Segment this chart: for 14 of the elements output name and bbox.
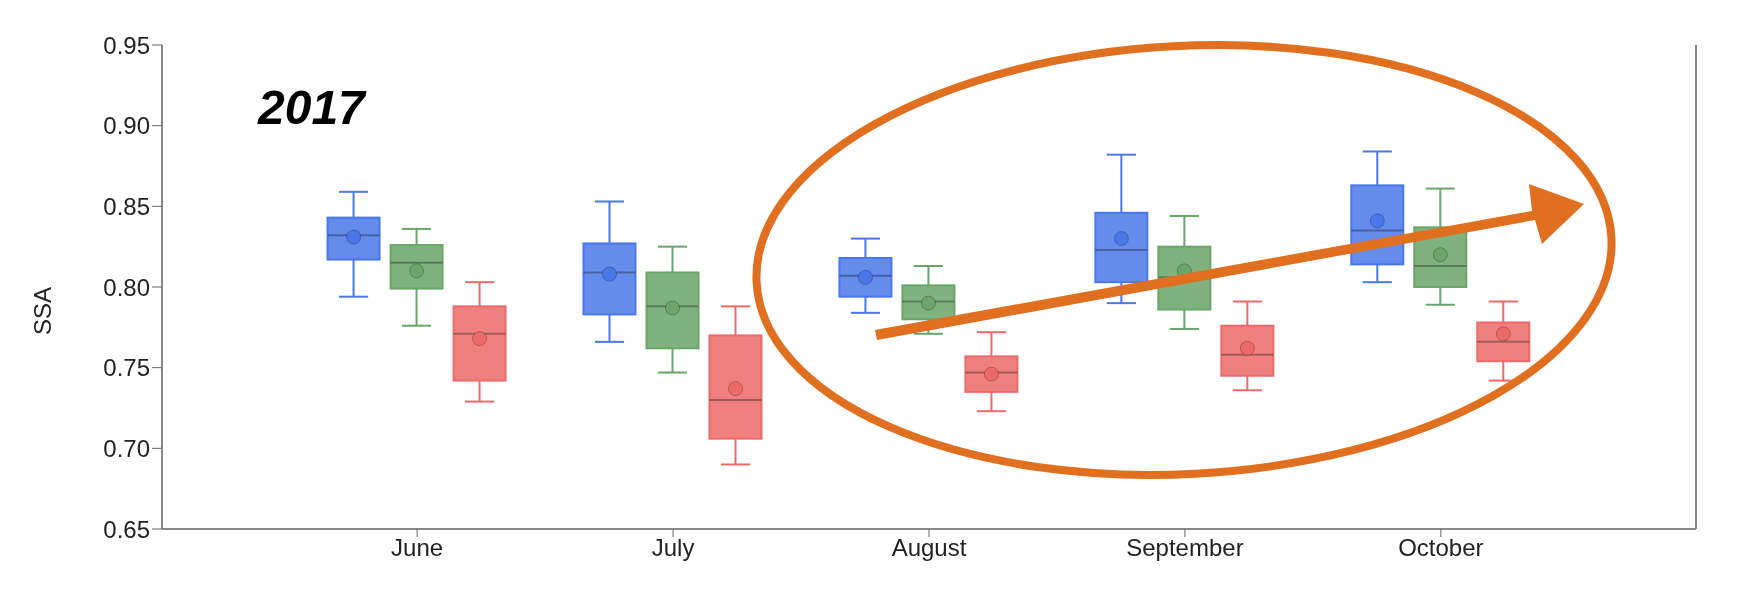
y-axis-title: SSA (28, 287, 56, 336)
x-tick-label: August (891, 534, 967, 562)
y-tick-label: 0.65 (103, 515, 150, 543)
y-tick-label: 0.75 (103, 354, 150, 382)
x-tick-label: October (1398, 534, 1484, 562)
y-tick-label: 0.95 (103, 31, 150, 59)
y-tick-label: 0.90 (103, 112, 150, 140)
y-tick-label: 0.70 (103, 434, 150, 462)
y-tick-label: 0.80 (103, 273, 150, 301)
x-tick-label: July (651, 534, 695, 562)
annotation: 2017 (258, 80, 365, 135)
x-tick-label: June (391, 534, 444, 562)
y-tick-label: 0.85 (103, 192, 150, 220)
x-tick-label: September (1126, 534, 1244, 562)
